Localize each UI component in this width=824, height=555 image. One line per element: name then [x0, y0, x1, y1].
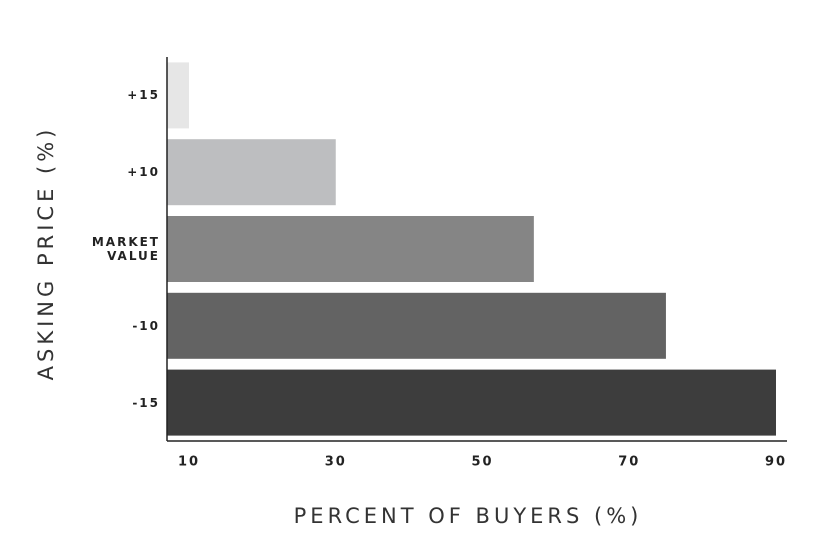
x-axis-title: PERCENT OF BUYERS (%) [294, 504, 643, 528]
y-tick-label: -10 [132, 318, 160, 333]
x-tick-label: 50 [471, 455, 493, 470]
y-axis-title: ASKING PRICE (%) [34, 126, 58, 381]
x-tick-label: 10 [178, 455, 200, 470]
y-tick-label: MARKET VALUE [91, 235, 160, 263]
bar [167, 62, 190, 129]
bar [167, 216, 534, 282]
bar [167, 369, 776, 436]
x-tick-label: 90 [765, 455, 787, 470]
y-tick-label: +10 [127, 165, 160, 180]
bar [167, 292, 666, 359]
y-tick-label: +15 [127, 88, 160, 103]
y-tick-label: -15 [132, 395, 160, 410]
bar [167, 139, 336, 206]
x-tick-label: 30 [325, 455, 347, 470]
x-tick-label: 70 [618, 455, 640, 470]
